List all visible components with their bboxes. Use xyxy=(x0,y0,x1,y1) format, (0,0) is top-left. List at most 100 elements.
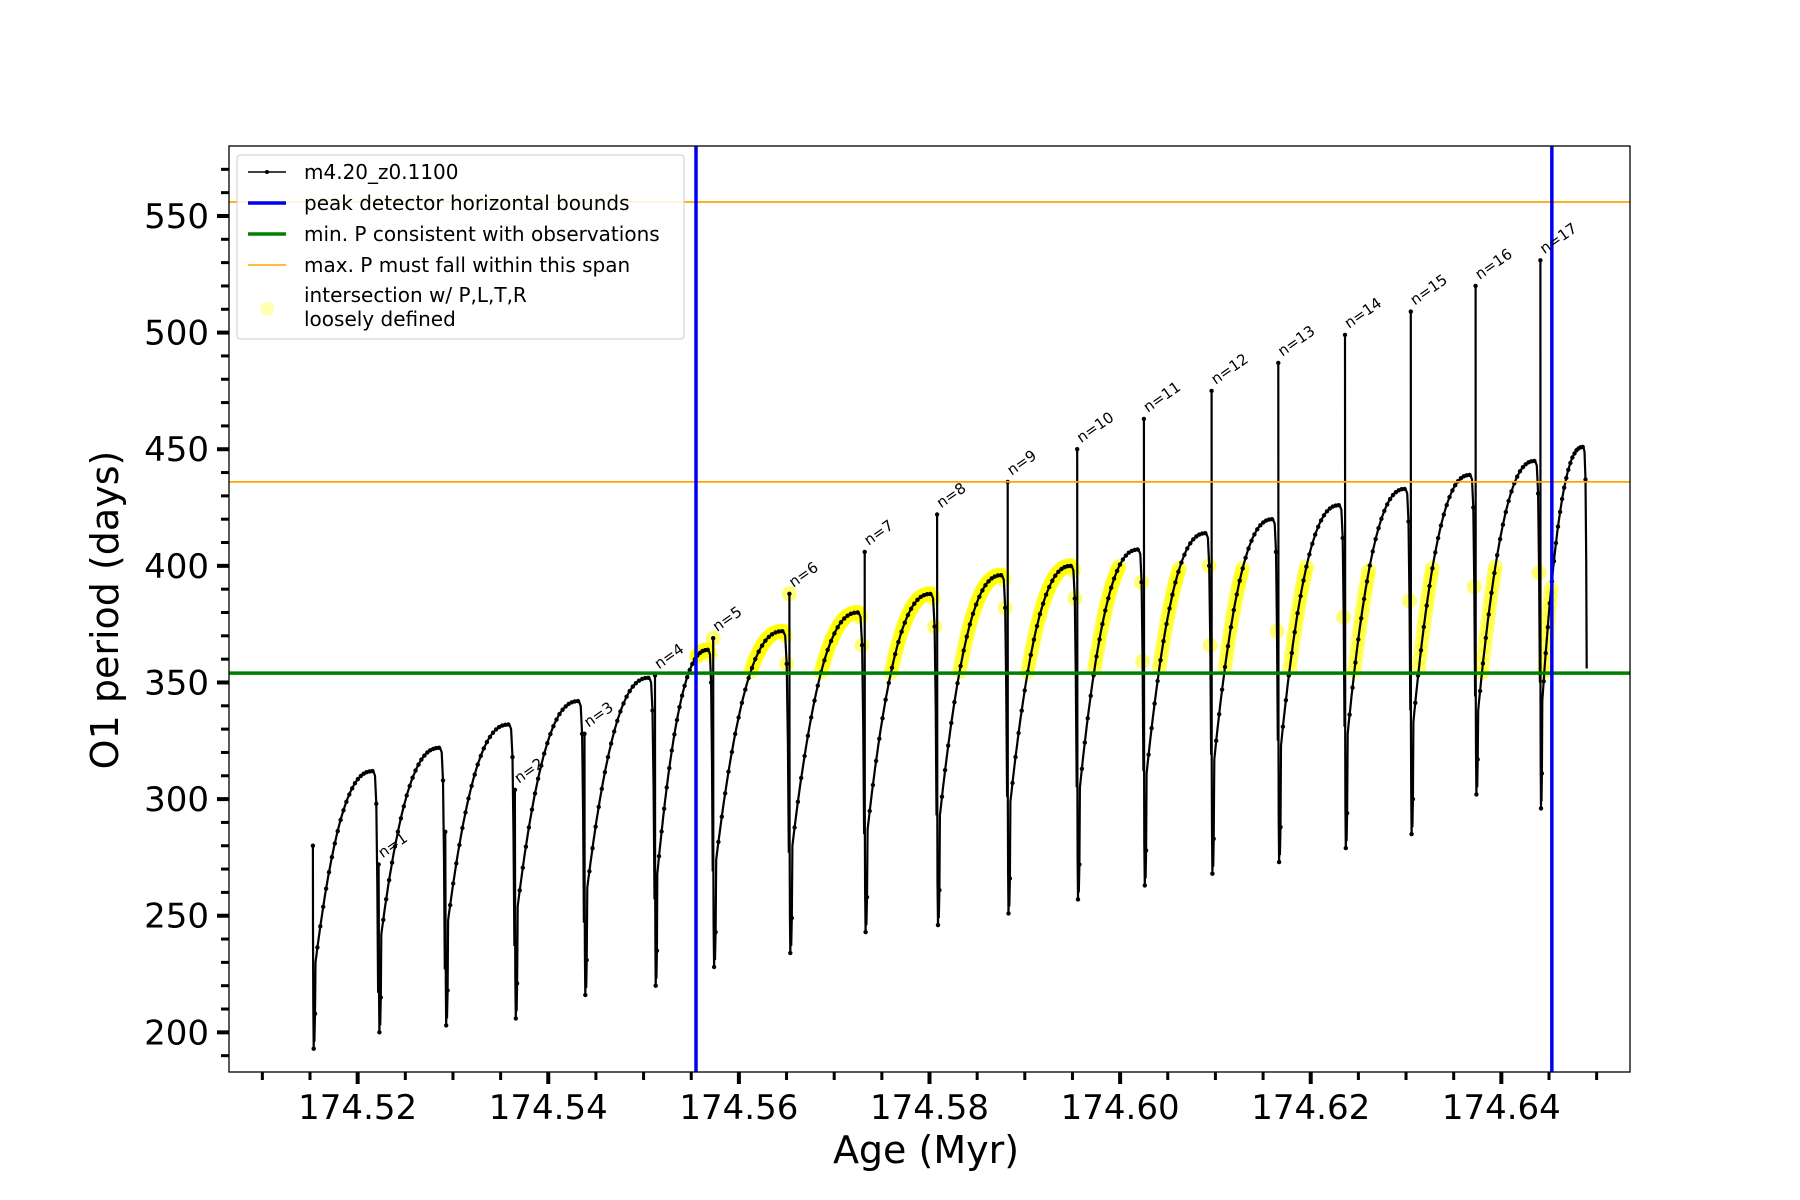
series-point xyxy=(469,783,474,789)
series-point xyxy=(1022,688,1027,693)
series-point xyxy=(1243,555,1248,560)
y-tick-label: 500 xyxy=(144,314,209,354)
series-point xyxy=(587,869,592,874)
x-tick-label: 174.54 xyxy=(489,1088,608,1128)
series-point xyxy=(1056,569,1061,574)
series-point xyxy=(1500,522,1506,527)
series-point xyxy=(1441,512,1447,517)
series-point xyxy=(1209,388,1214,394)
series-point xyxy=(1037,611,1043,617)
series-point xyxy=(1509,489,1514,494)
pulse-label: n=14 xyxy=(1341,294,1385,332)
series-point xyxy=(942,767,948,773)
legend-marker-intersection xyxy=(260,302,274,316)
series-point xyxy=(542,751,547,756)
series-pulse-path xyxy=(444,723,516,1026)
series-point xyxy=(523,844,529,849)
series-point xyxy=(512,787,518,792)
series-pulse-path xyxy=(513,700,585,1019)
series-point xyxy=(1252,532,1257,537)
series-point xyxy=(347,792,352,797)
series-point xyxy=(1408,309,1414,314)
series-point xyxy=(1013,754,1018,760)
series-point xyxy=(889,665,895,670)
x-tick-label: 174.60 xyxy=(1061,1088,1180,1128)
series-point xyxy=(776,629,781,634)
series-pulse-path xyxy=(863,551,938,933)
series-point xyxy=(946,743,951,748)
legend-label-min-p: min. P consistent with observations xyxy=(304,222,660,246)
series-point xyxy=(1438,523,1444,528)
pulse-label: n=8 xyxy=(933,479,969,512)
series-point xyxy=(682,683,687,688)
y-tick-label: 400 xyxy=(144,547,209,587)
series-point xyxy=(444,1023,449,1028)
plot-area xyxy=(229,146,1630,1072)
series-point xyxy=(1088,693,1093,698)
series-point xyxy=(1053,573,1058,578)
series-point xyxy=(1562,485,1567,490)
pulse-label: n=17 xyxy=(1536,219,1580,257)
series-point xyxy=(867,808,872,814)
series-point xyxy=(788,950,793,956)
series-point xyxy=(560,707,565,712)
series-point xyxy=(386,877,392,883)
series-point xyxy=(1477,688,1483,694)
series-point xyxy=(961,648,966,653)
series-point xyxy=(664,785,669,790)
series-point xyxy=(1231,607,1237,613)
series-point xyxy=(859,643,865,648)
series-point xyxy=(1568,460,1573,466)
series-pulse-path xyxy=(1142,418,1213,886)
series-point xyxy=(478,753,483,759)
series-point xyxy=(1114,568,1120,574)
series-point xyxy=(766,634,771,640)
pulse-label: n=4 xyxy=(651,640,687,673)
series-point xyxy=(1111,576,1117,581)
series-point xyxy=(463,810,468,815)
series-point xyxy=(1492,570,1497,576)
series-point xyxy=(934,512,940,517)
x-tick-label: 174.56 xyxy=(679,1088,798,1128)
series-point xyxy=(1211,836,1216,841)
series-point xyxy=(977,594,982,599)
series-point xyxy=(389,860,395,865)
series-point xyxy=(902,620,907,625)
series-point xyxy=(1077,862,1082,867)
series-point xyxy=(392,844,398,849)
series-point xyxy=(630,684,635,689)
series-point xyxy=(746,675,751,681)
series-point xyxy=(520,865,525,870)
series-point xyxy=(855,610,860,615)
series-point xyxy=(315,945,320,950)
series-point xyxy=(983,583,988,588)
series-point xyxy=(484,739,490,745)
series-point xyxy=(608,741,614,746)
series-point xyxy=(323,886,329,891)
series-point xyxy=(1406,519,1411,524)
series-point xyxy=(599,786,604,791)
series-point xyxy=(805,733,811,738)
series-point xyxy=(1410,796,1416,802)
pulse-label: n=7 xyxy=(861,516,897,549)
series-pulse-path xyxy=(311,770,380,1049)
series-point xyxy=(1043,592,1049,597)
series-point xyxy=(1072,596,1078,601)
series-point xyxy=(1170,592,1175,597)
series-point xyxy=(1240,566,1245,571)
series-pulse-path xyxy=(1277,362,1346,863)
series-point xyxy=(973,602,979,607)
series-point xyxy=(448,902,453,908)
pulse-label: n=11 xyxy=(1140,378,1184,416)
series-point xyxy=(980,588,985,593)
series-point xyxy=(381,917,386,922)
legend-label-intersection-2: loosely defined xyxy=(304,307,456,331)
series-point xyxy=(582,731,587,736)
legend-label-series: m4.20_z0.1100 xyxy=(304,160,459,184)
pulse-label: n=12 xyxy=(1208,350,1252,388)
series-point xyxy=(1173,580,1178,585)
series-point xyxy=(1473,283,1478,289)
series-point xyxy=(828,638,834,644)
series-point xyxy=(1555,524,1561,529)
series-m4.20_z0.1100 xyxy=(310,258,1588,1051)
